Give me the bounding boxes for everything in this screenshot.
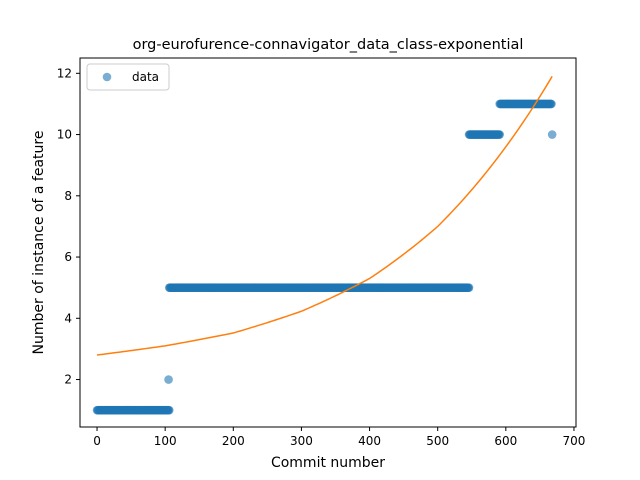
x-tick-label: 100 [154, 434, 177, 448]
y-tick-label: 4 [64, 311, 72, 325]
scatter-point [547, 99, 556, 109]
y-axis-label: Number of instance of a feature [31, 131, 47, 355]
x-tick-label: 600 [494, 434, 517, 448]
x-tick-label: 0 [93, 434, 101, 448]
x-axis-label: Commit number [271, 455, 385, 471]
scatter-point [495, 130, 504, 139]
y-tick-label: 12 [57, 66, 72, 80]
legend-box [86, 63, 170, 91]
fit-line [96, 75, 553, 356]
y-tick-label: 8 [64, 189, 72, 203]
y-tick-label: 2 [64, 373, 72, 387]
y-tick-label: 10 [57, 128, 72, 142]
x-tick-label: 700 [563, 434, 586, 448]
axes-frame [79, 57, 577, 428]
scatter-point [164, 405, 174, 415]
scatter-point [464, 283, 474, 292]
x-tick-label: 500 [426, 434, 449, 448]
legend-marker [102, 72, 112, 82]
legend: data [86, 63, 170, 91]
x-tick-label: 400 [358, 434, 381, 448]
chart-title: org-eurofurence-connavigator_data_class-… [133, 37, 524, 53]
y-tick-label: 6 [64, 250, 72, 264]
scatter-point [547, 130, 557, 139]
legend-label: data [132, 70, 159, 84]
ticks-layer: 0 100 200 300 400 500 600 700 2 4 6 8 10 12 [57, 66, 586, 448]
scatter-point [164, 375, 173, 384]
x-tick-label: 300 [290, 434, 313, 448]
series-layer [92, 75, 557, 415]
x-tick-label: 200 [222, 434, 245, 448]
